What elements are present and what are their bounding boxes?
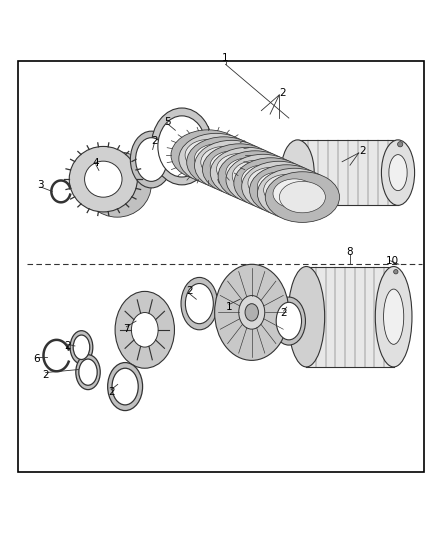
- Ellipse shape: [201, 147, 247, 178]
- Ellipse shape: [250, 165, 324, 215]
- Ellipse shape: [381, 140, 415, 205]
- FancyBboxPatch shape: [306, 266, 394, 367]
- Text: 7: 7: [123, 324, 130, 334]
- Text: 2: 2: [359, 146, 366, 156]
- Ellipse shape: [115, 292, 174, 368]
- Text: 2: 2: [42, 370, 49, 380]
- Ellipse shape: [99, 166, 136, 203]
- Ellipse shape: [108, 362, 143, 410]
- Ellipse shape: [242, 161, 316, 212]
- Ellipse shape: [171, 130, 245, 181]
- Ellipse shape: [210, 151, 253, 180]
- Text: 2: 2: [186, 286, 193, 296]
- Ellipse shape: [248, 167, 294, 199]
- Text: 2: 2: [108, 387, 114, 397]
- Ellipse shape: [226, 158, 269, 187]
- Ellipse shape: [73, 335, 90, 359]
- Ellipse shape: [398, 142, 403, 147]
- Ellipse shape: [216, 154, 262, 185]
- Ellipse shape: [194, 144, 237, 173]
- FancyBboxPatch shape: [297, 140, 398, 205]
- Text: 1: 1: [222, 53, 229, 63]
- Ellipse shape: [389, 155, 407, 191]
- Ellipse shape: [185, 140, 231, 171]
- Ellipse shape: [215, 264, 289, 360]
- Ellipse shape: [279, 181, 325, 213]
- Ellipse shape: [234, 158, 308, 208]
- Ellipse shape: [272, 297, 305, 345]
- Ellipse shape: [69, 147, 138, 212]
- Ellipse shape: [226, 154, 300, 205]
- Ellipse shape: [131, 131, 172, 188]
- Ellipse shape: [83, 152, 151, 217]
- Text: 8: 8: [346, 247, 353, 257]
- Ellipse shape: [202, 144, 277, 195]
- Text: 4: 4: [92, 158, 99, 167]
- Ellipse shape: [394, 270, 398, 274]
- Ellipse shape: [194, 140, 269, 191]
- Ellipse shape: [179, 133, 253, 184]
- Text: 2: 2: [279, 88, 286, 98]
- Ellipse shape: [242, 165, 285, 195]
- Text: 2: 2: [280, 308, 287, 318]
- Text: 2: 2: [64, 342, 71, 351]
- Ellipse shape: [187, 137, 261, 188]
- Ellipse shape: [131, 312, 158, 347]
- Ellipse shape: [158, 116, 206, 177]
- Ellipse shape: [384, 289, 404, 344]
- Text: 5: 5: [164, 117, 171, 126]
- Ellipse shape: [288, 266, 325, 367]
- Ellipse shape: [210, 147, 285, 198]
- Ellipse shape: [181, 277, 218, 330]
- Ellipse shape: [218, 151, 292, 201]
- Ellipse shape: [112, 368, 138, 405]
- Text: 6: 6: [33, 354, 40, 364]
- Ellipse shape: [232, 160, 278, 192]
- Ellipse shape: [76, 354, 100, 390]
- Ellipse shape: [70, 330, 93, 364]
- Ellipse shape: [258, 168, 332, 219]
- Ellipse shape: [151, 108, 212, 185]
- Ellipse shape: [136, 138, 167, 181]
- Ellipse shape: [245, 304, 258, 321]
- Ellipse shape: [375, 266, 412, 367]
- Text: 3: 3: [38, 180, 44, 190]
- Ellipse shape: [79, 359, 97, 385]
- Ellipse shape: [239, 295, 265, 329]
- Ellipse shape: [185, 284, 213, 324]
- Ellipse shape: [264, 174, 310, 206]
- Ellipse shape: [257, 172, 300, 201]
- Text: 1: 1: [226, 302, 232, 312]
- Ellipse shape: [281, 140, 314, 205]
- Ellipse shape: [276, 302, 301, 340]
- Ellipse shape: [265, 172, 339, 222]
- Ellipse shape: [273, 179, 316, 208]
- Text: 10: 10: [386, 256, 399, 266]
- Text: 2: 2: [151, 136, 158, 146]
- Ellipse shape: [85, 161, 122, 197]
